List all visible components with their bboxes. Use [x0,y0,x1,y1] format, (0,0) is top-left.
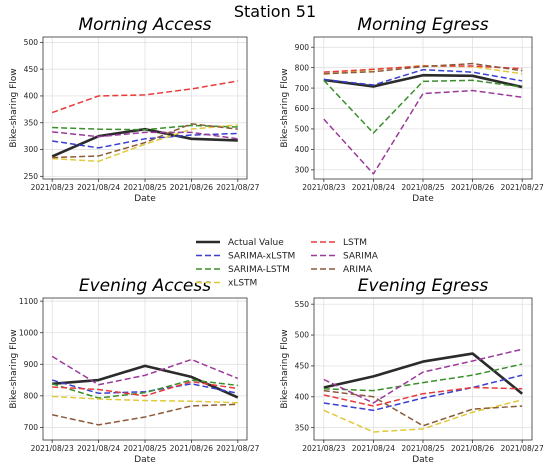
legend-label: xLSTM [228,279,257,289]
series-line-sarima-lstm [52,124,238,131]
legend-item-lstm: LSTM [311,238,367,248]
chart-title-evening-egress: Evening Egress [358,276,489,296]
chart-morning-egress: 300 400 500 600 700 800 900 2021/08/23 2021/08/2… [280,15,544,204]
legend-label: LSTM [343,238,367,248]
y-tick-label: 500 [295,331,310,340]
series-line-sarima [52,131,238,140]
x-tick-label: 2021/08/26 [451,444,494,453]
y-tick-label: 400 [24,92,39,101]
x-tick-label: 2021/08/26 [170,444,213,453]
y-tick-label: 900 [24,360,39,369]
y-tick-label: 500 [24,38,39,47]
legend-item-sarima-lstm: SARIMA-LSTM [196,265,290,275]
legend-item-sarima: SARIMA [311,252,379,262]
legend-label: SARIMA [343,252,379,262]
x-tick-label: 2021/08/25 [401,183,444,192]
y-tick-label: 800 [24,392,39,401]
x-tick-label: 2021/08/23 [302,444,345,453]
series-line-sarima [323,348,523,404]
series-line-sarima-xlstm [323,68,523,86]
x-axis-label: Date [412,194,434,204]
series-line-sarima-xlstm [323,374,523,412]
series-line-arima [323,389,523,427]
legend-label: Actual Value [228,238,284,248]
series-line-arima [323,62,523,75]
x-tick-label: 2021/08/27 [501,444,544,453]
series-line-sarima-lstm [51,379,238,399]
y-axis-label: Bike-sharing Flow [9,329,19,408]
x-tick-label: 2021/08/23 [31,183,74,192]
y-tick-label: 1000 [19,328,38,337]
series-line-sarima [51,355,239,386]
x-tick-label: 2021/08/24 [77,444,120,453]
x-axis-label: Date [134,455,156,465]
y-tick-label: 350 [24,118,39,127]
series-line-xlstm [52,124,238,163]
series-line-xlstm [52,395,238,404]
chart-title-morning-access: Morning Access [78,15,211,35]
x-tick-label: 2021/08/26 [451,183,494,192]
x-tick-label: 2021/08/25 [123,183,166,192]
legend-item-xlstm: xLSTM [196,279,257,289]
y-tick-label: 300 [24,145,39,154]
x-tick-label: 2021/08/23 [302,183,345,192]
y-tick-label: 450 [295,362,310,371]
x-tick-label: 2021/08/23 [31,444,74,453]
y-tick-label: 450 [24,65,39,74]
chart-title-evening-access: Evening Access [79,276,211,296]
legend-item-sarima-xlstm: SARIMA-xLSTM [196,252,295,262]
x-tick-label: 2021/08/24 [352,444,395,453]
series-line-actual-value [323,73,523,89]
x-tick-label: 2021/08/27 [501,183,544,192]
y-tick-label: 1100 [19,297,38,306]
y-tick-label: 700 [24,423,39,432]
y-axis-label: Bike-sharing Flow [280,68,290,147]
y-axis-label: Bike-sharing Flow [280,329,290,408]
series-line-lstm [323,386,523,407]
y-tick-label: 600 [295,104,310,113]
x-tick-label: 2021/08/24 [352,183,395,192]
legend-label: SARIMA-xLSTM [228,252,295,262]
legend: Actual Value SARIMA-xLSTM SARIMA-LSTM xLSTM… [196,238,379,289]
y-tick-label: 700 [295,84,310,93]
series-line-sarima [323,89,523,175]
series-line-arima [52,403,238,426]
chart-evening-egress: 350 400 450 500 550 2021/08/23 2021/08/24 2021/… [280,276,544,465]
y-tick-label: 400 [295,145,310,154]
x-tick-label: 2021/08/25 [401,444,444,453]
series-line-actual-value [323,352,524,395]
figure-title: Station 51 [234,2,316,21]
y-tick-label: 800 [295,63,310,72]
series-line-sarima-lstm [323,79,523,134]
legend-item-actual-value: Actual Value [196,238,284,248]
series-line-arima [52,123,238,159]
x-tick-label: 2021/08/25 [123,444,166,453]
x-tick-label: 2021/08/24 [77,183,120,192]
series-line-lstm [52,380,238,397]
y-tick-label: 400 [295,392,310,401]
y-tick-label: 900 [295,43,310,52]
y-tick-label: 250 [24,172,39,181]
y-tick-label: 350 [295,423,310,432]
x-axis-label: Date [134,194,156,204]
legend-label: ARIMA [343,265,373,275]
legend-label: SARIMA-LSTM [228,265,290,275]
y-tick-label: 550 [295,300,310,309]
y-axis-label: Bike-sharing Flow [9,68,19,147]
series-line-sarima-lstm [323,363,523,392]
y-tick-label: 500 [295,125,310,134]
chart-title-morning-egress: Morning Egress [357,15,488,35]
x-tick-label: 2021/08/26 [170,183,213,192]
y-tick-label: 300 [295,166,310,175]
series-line-lstm [51,80,238,114]
x-tick-label: 2021/08/27 [216,183,259,192]
legend-item-arima: ARIMA [311,265,373,275]
x-tick-label: 2021/08/27 [216,444,259,453]
x-axis-label: Date [412,455,434,465]
